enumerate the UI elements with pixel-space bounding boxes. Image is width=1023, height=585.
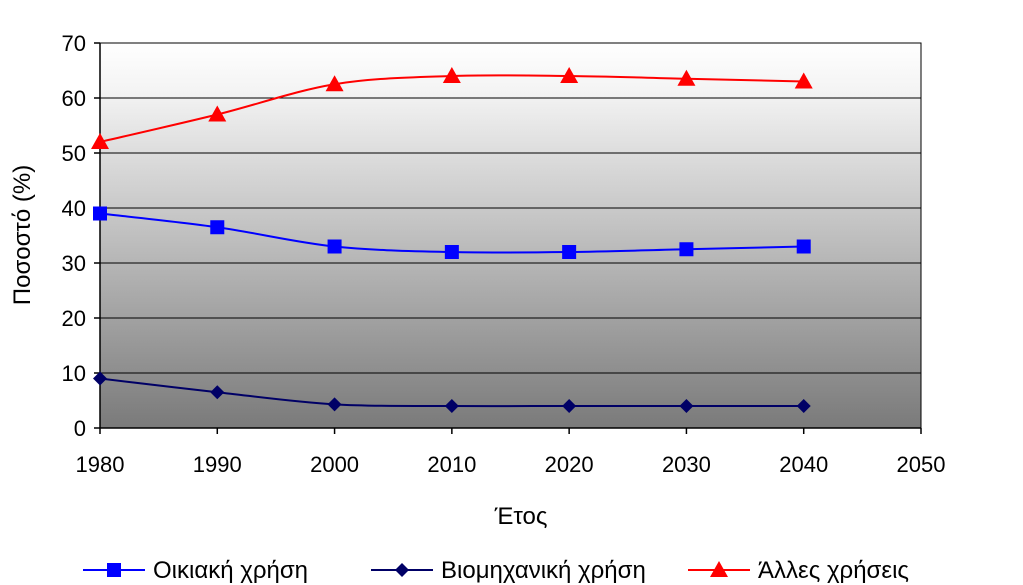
data-point [794, 72, 813, 89]
x-tick-label: 2050 [897, 452, 946, 477]
x-tick-label: 2010 [427, 452, 476, 477]
data-point [560, 67, 579, 83]
y-tick-label: 60 [62, 86, 86, 111]
series-1 [93, 206, 811, 259]
legend-label: Οικιακή χρήση [153, 557, 308, 584]
y-tick-label: 30 [62, 251, 86, 276]
y-tick-label: 50 [62, 141, 86, 166]
data-point [210, 220, 225, 235]
legend-marker [107, 563, 121, 577]
y-tick-label: 40 [62, 196, 86, 221]
data-point [93, 371, 107, 386]
y-axis-title: Ποσοστό (%) [9, 165, 36, 305]
data-point [91, 133, 109, 149]
data-point [442, 67, 461, 83]
y-tick-label: 20 [62, 306, 86, 331]
data-point [327, 397, 342, 412]
data-point [562, 245, 577, 259]
x-tick-label: 1990 [193, 452, 242, 477]
y-tick-label: 0 [74, 416, 86, 441]
data-point [210, 385, 225, 400]
x-tick-label: 2040 [779, 452, 828, 477]
data-point [679, 399, 694, 413]
x-tick-label: 2000 [310, 452, 359, 477]
legend-item-1: Οικιακή χρήση [83, 557, 308, 584]
data-point [325, 75, 344, 92]
data-point [677, 69, 696, 86]
x-tick-label: 2020 [545, 452, 594, 477]
data-point [93, 206, 107, 221]
legend-item-2: Βιομηχανική χρήση [371, 557, 646, 584]
data-point [796, 239, 811, 254]
series-3 [91, 67, 813, 149]
data-point [327, 239, 342, 254]
x-tick-labels: 1980 1990 2000 2010 2020 2030 2040 2050 [76, 452, 946, 477]
legend: Οικιακή χρήση Βιομηχανική χρήση Άλλες χρήσ… [83, 557, 909, 584]
series-group [91, 67, 813, 413]
data-point [444, 399, 459, 413]
data-point [796, 399, 811, 413]
legend-label: Άλλες χρήσεις [758, 557, 909, 584]
data-point [444, 245, 459, 259]
y-tick-label: 70 [62, 31, 86, 56]
legend-label: Βιομηχανική χρήση [441, 557, 646, 584]
plot-area [100, 43, 921, 428]
x-tick-label: 2030 [662, 452, 711, 477]
legend-marker [395, 563, 409, 577]
y-tick-label: 10 [62, 361, 86, 386]
x-tick-label: 1980 [76, 452, 125, 477]
data-point [208, 105, 227, 122]
data-point [562, 399, 577, 413]
x-axis-title: Έτος [494, 503, 548, 530]
legend-marker [710, 561, 728, 577]
data-point [679, 242, 694, 257]
series-2 [93, 371, 811, 413]
legend-item-3: Άλλες χρήσεις [688, 557, 909, 584]
y-tick-labels: 0 10 20 30 40 50 60 70 [62, 31, 86, 441]
